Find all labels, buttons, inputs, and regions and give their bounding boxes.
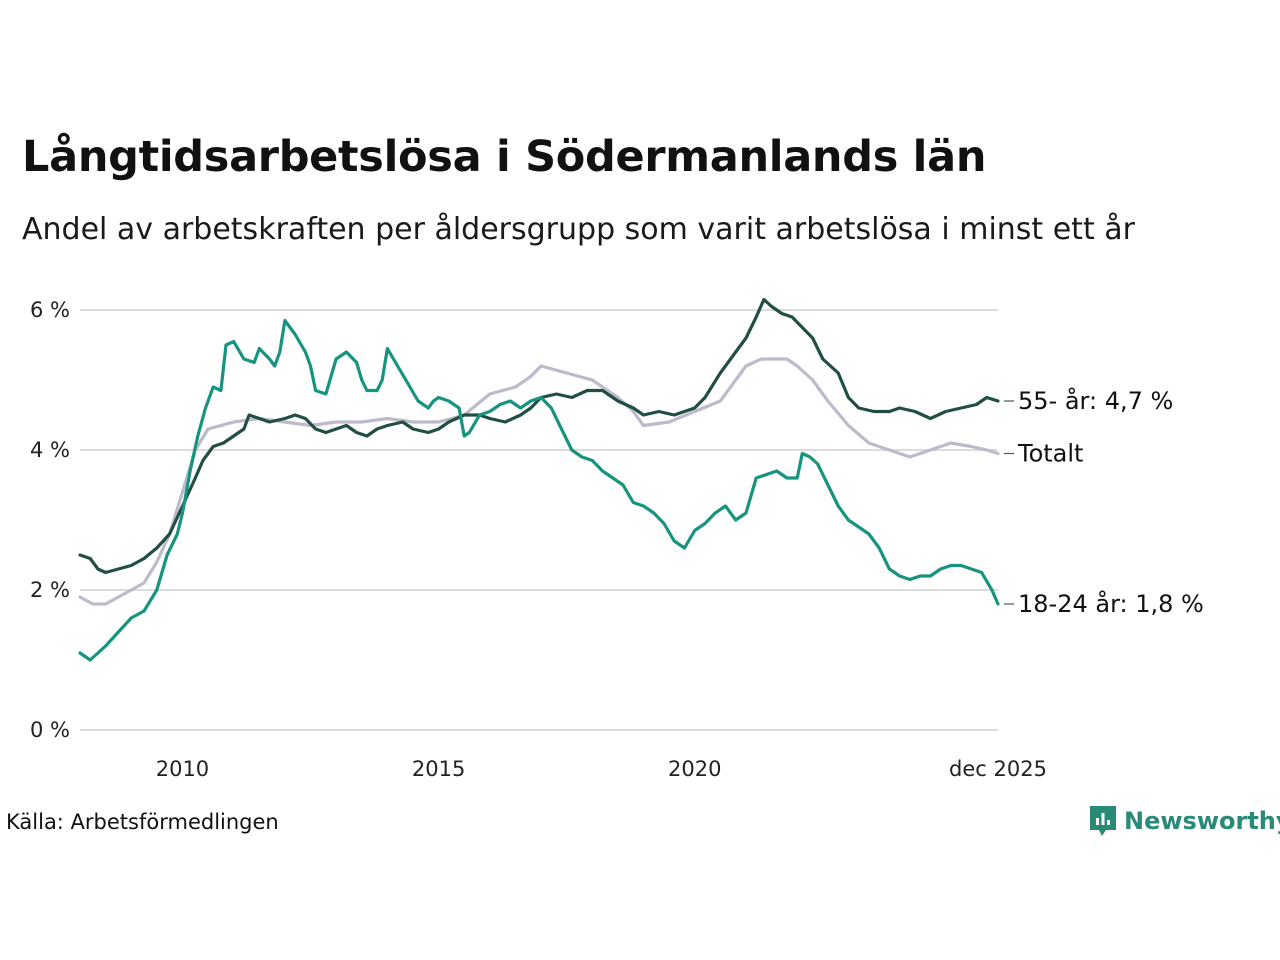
y-tick-label: 0 % — [30, 718, 70, 742]
end-label: Totalt — [1017, 440, 1083, 468]
end-label: 55- år: 4,7 % — [1018, 386, 1173, 415]
chart-subtitle: Andel av arbetskraften per åldersgrupp s… — [22, 212, 1135, 247]
y-tick-label: 4 % — [30, 438, 70, 462]
series-line-2 — [78, 318, 1000, 662]
y-tick-label: 2 % — [30, 578, 70, 602]
brand-name: Newsworthy — [1124, 807, 1280, 835]
end-label: 18-24 år: 1,8 % — [1018, 589, 1204, 618]
x-tick-label: 2015 — [412, 757, 465, 781]
line-chart: 0 % 2 % 4 % 6 % 2010 2015 2020 dec 2025 Totalt… — [30, 297, 1204, 781]
newsworthy-logo-icon — [1090, 806, 1116, 836]
end-labels: Totalt 55- år: 4,7 % 18-24 år: 1,8 % — [1004, 386, 1204, 618]
series-lines — [78, 297, 1000, 662]
chart-title: Långtidsarbetslösa i Södermanlands län — [22, 132, 987, 182]
x-tick-label: dec 2025 — [949, 757, 1047, 781]
brand[interactable]: Newsworthy — [1088, 804, 1280, 838]
x-tick-label: 2010 — [156, 757, 209, 781]
series-line-1 — [78, 297, 1000, 575]
x-tick-label: 2020 — [668, 757, 721, 781]
x-axis-ticks: 2010 2015 2020 dec 2025 — [156, 757, 1047, 781]
source-note: Källa: Arbetsförmedlingen — [6, 810, 279, 834]
y-tick-label: 6 % — [30, 298, 70, 322]
gridlines — [80, 309, 998, 731]
series-line-0 — [78, 357, 1000, 606]
y-axis-ticks: 0 % 2 % 4 % 6 % — [30, 298, 70, 742]
